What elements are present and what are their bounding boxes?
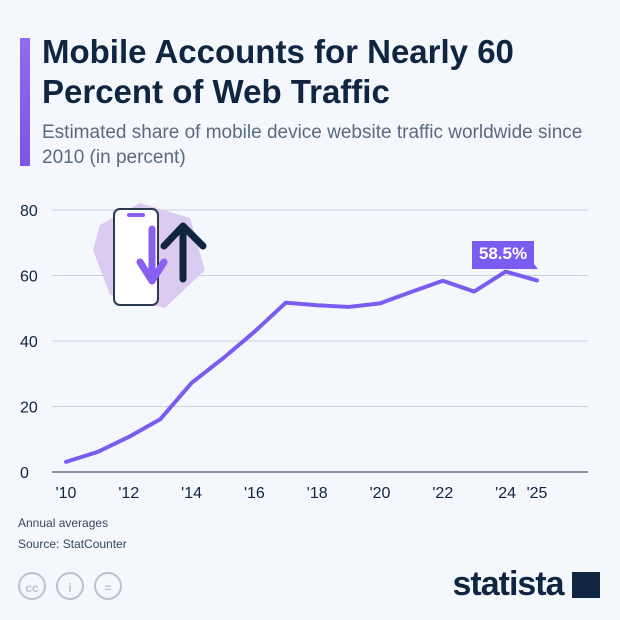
- y-tick-label: 60: [20, 269, 38, 286]
- footnote: Annual averages: [18, 516, 109, 530]
- x-tick-label: '24: [495, 485, 516, 502]
- x-tick-label: '10: [56, 485, 77, 502]
- x-tick-label: '20: [370, 485, 391, 502]
- statista-logo[interactable]: statista: [452, 565, 600, 604]
- y-tick-label: 40: [20, 334, 38, 351]
- series-line: [64, 269, 539, 464]
- x-tick-label: '25: [527, 485, 548, 502]
- x-tick-label: '16: [244, 485, 265, 502]
- x-tick-label: '14: [181, 485, 202, 502]
- annotation-label: 58.5%: [479, 244, 527, 263]
- x-tick-label: '12: [118, 485, 139, 502]
- y-tick-label: 0: [20, 465, 29, 482]
- no-derivatives-icon[interactable]: =: [94, 572, 122, 600]
- x-tick-label: '22: [432, 485, 453, 502]
- attribution-icon[interactable]: i: [56, 572, 84, 600]
- y-tick-label: 80: [20, 203, 38, 220]
- source: Source: StatCounter: [18, 537, 127, 551]
- phone-illustration-icon: [93, 203, 207, 308]
- chart-subtitle: Estimated share of mobile device website…: [42, 122, 583, 168]
- y-tick-label: 20: [20, 400, 38, 417]
- chart-title: Mobile Accounts for Nearly 60 Percent of…: [42, 33, 514, 110]
- x-tick-label: '18: [307, 485, 328, 502]
- cc-icon[interactable]: cc: [18, 572, 46, 600]
- annotation-bubble: [472, 241, 538, 269]
- accent-bar: [20, 38, 30, 166]
